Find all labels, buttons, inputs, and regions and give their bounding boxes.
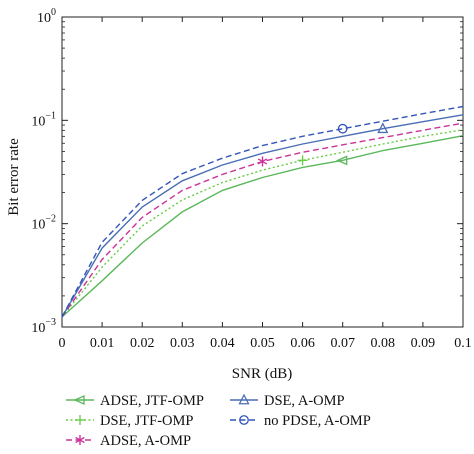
series-line [61,122,464,318]
x-tick-label: 0.07 [330,336,355,351]
x-tick-label: 0.02 [130,336,155,351]
legend-item: ADSE, JTF-OMP [66,393,204,409]
series-line [61,129,464,318]
legend-item: no PDSE, A-OMP [230,413,371,429]
series-adse-jtf-omp [61,135,464,318]
asterisk-marker [75,435,85,445]
x-tick-label: 0.1 [454,336,472,351]
series-dse-a-omp [61,114,464,318]
legend: ADSE, JTF-OMP DSE, JTF-OMP ADSE, A-OMP DSE,… [66,393,371,449]
y-tick-label: 10−1 [31,110,56,129]
plus-marker [75,415,85,425]
series-dse-jtf-omp [61,129,464,318]
triangle-left-marker [336,155,348,166]
plus-marker [297,155,308,166]
legend-label: DSE, JTF-OMP [100,413,193,429]
x-tick-label: 0.05 [250,336,275,351]
x-tick-label: 0.04 [210,336,235,351]
y-axis-ticks: 10−3 10−2 10−1 100 [31,7,463,336]
legend-item: ADSE, A-OMP [66,433,191,449]
x-tick-label: 0.08 [371,336,396,351]
triangle-up-marker [377,122,389,134]
x-tick-label: 0 [59,336,66,351]
series-no-pdse-a-omp [61,105,464,318]
y-tick-label: 10−3 [31,317,56,336]
x-axis-ticks: 0 0.01 0.02 0.03 0.04 0.05 0.06 0.07 0.08 0.09 0.1 [59,17,472,351]
series-adse-a-omp [61,122,464,318]
circle-marker [239,415,249,425]
legend-label: no PDSE, A-OMP [264,413,371,429]
y-axis-label: Bit error rate [6,138,22,216]
legend-label: ADSE, JTF-OMP [100,393,204,409]
x-tick-label: 0.09 [411,336,436,351]
series-layer [61,105,464,318]
plot-area-border [61,16,464,328]
legend-item: DSE, JTF-OMP [66,413,193,429]
series-line [61,114,464,318]
triangle-left-marker [73,394,85,406]
legend-label: DSE, A-OMP [264,393,345,409]
y-tick-label: 10−2 [31,214,56,233]
asterisk-marker [257,156,268,167]
series-line [61,105,464,318]
triangle-up-marker [238,393,250,405]
plot-frame [61,16,464,328]
x-axis-label: SNR (dB) [232,366,292,382]
x-tick-label: 0.01 [90,336,115,351]
y-tick-label: 100 [37,7,56,26]
legend-item: DSE, A-OMP [230,393,345,409]
x-tick-label: 0.03 [170,336,195,351]
circle-marker [337,123,348,134]
legend-label: ADSE, A-OMP [100,433,191,449]
series-line [61,135,464,318]
x-tick-label: 0.06 [290,336,315,351]
